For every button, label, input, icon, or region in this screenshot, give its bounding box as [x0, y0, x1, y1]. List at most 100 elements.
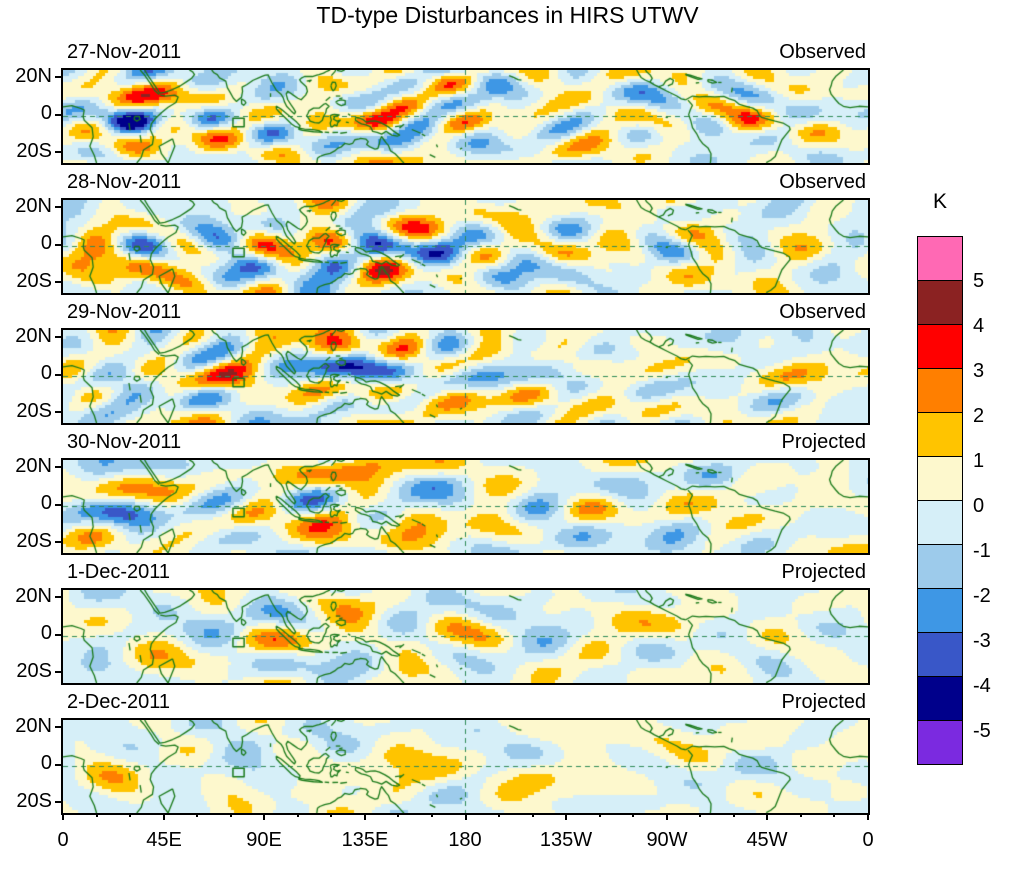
- colorbar-tick: -2: [973, 585, 991, 607]
- colorbar-segment: [917, 720, 963, 765]
- map-panel-2: [61, 198, 870, 295]
- y-tick-20n: 20N: [15, 195, 52, 217]
- colorbar-segment: [917, 500, 963, 545]
- panel-3-date: 29-Nov-2011: [67, 301, 182, 323]
- y-tick-0: 0: [40, 232, 52, 254]
- axis-tick-mark: [129, 813, 132, 817]
- y-tick-20n: 20N: [15, 65, 52, 87]
- colorbar-tick: -5: [973, 720, 991, 742]
- panel-1-status: Observed: [779, 41, 866, 63]
- colorbar-segment: [917, 544, 963, 589]
- axis-tick-mark: [55, 596, 61, 599]
- map-canvas-5: [63, 590, 868, 683]
- map-panel-6: [61, 718, 870, 815]
- colorbar-tick: 1: [973, 450, 985, 472]
- panel-6-status: Projected: [781, 691, 867, 713]
- map-canvas-3: [63, 330, 868, 423]
- colorbar-segment: [917, 632, 963, 677]
- axis-tick-mark: [55, 466, 61, 469]
- colorbar-segment: [917, 588, 963, 633]
- y-tick-20n: 20N: [15, 715, 52, 737]
- axis-tick-mark: [397, 813, 400, 817]
- axis-tick-mark: [55, 633, 61, 636]
- y-tick-20n: 20N: [15, 585, 52, 607]
- axis-tick-mark: [665, 813, 668, 820]
- axis-tick-mark: [55, 336, 61, 339]
- axis-tick-mark: [62, 813, 64, 820]
- colorbar-segment: [917, 412, 963, 457]
- y-tick-20s: 20S: [16, 270, 52, 292]
- axis-tick-mark: [55, 243, 61, 246]
- axis-tick-mark: [632, 813, 635, 817]
- map-panel-5: [61, 588, 870, 685]
- axis-tick-mark: [732, 813, 735, 817]
- axis-tick-mark: [55, 726, 61, 729]
- axis-tick-mark: [464, 813, 467, 820]
- panel-2-date: 28-Nov-2011: [67, 171, 182, 193]
- colorbar-tick: 4: [973, 315, 985, 337]
- axis-tick-mark: [296, 813, 299, 817]
- axis-tick-mark: [498, 813, 501, 817]
- axis-tick-mark: [363, 813, 366, 820]
- y-tick-20s: 20S: [16, 140, 52, 162]
- y-tick-0: 0: [40, 362, 52, 384]
- panel-4-date: 30-Nov-2011: [67, 431, 182, 453]
- panel-4-status: Projected: [781, 431, 867, 453]
- map-panel-3: [61, 328, 870, 425]
- axis-tick-mark: [55, 76, 61, 79]
- y-tick-0: 0: [40, 492, 52, 514]
- axis-tick-mark: [55, 373, 61, 376]
- x-tick-135w: 135W: [539, 829, 593, 851]
- x-tick-90w: 90W: [646, 829, 688, 851]
- axis-tick-mark: [55, 410, 61, 413]
- axis-tick-mark: [95, 813, 98, 817]
- x-tick-45w: 45W: [746, 829, 788, 851]
- axis-tick-mark: [263, 813, 266, 820]
- axis-tick-mark: [598, 813, 601, 817]
- axis-tick-mark: [699, 813, 702, 817]
- colorbar-tick: -4: [973, 675, 991, 697]
- axis-tick-mark: [55, 113, 61, 116]
- colorbar-tick: 5: [973, 270, 985, 292]
- axis-tick-mark: [430, 813, 433, 817]
- axis-tick-mark: [55, 280, 61, 283]
- map-canvas-1: [63, 70, 868, 163]
- x-tick-90e: 90E: [246, 829, 282, 851]
- colorbar-tick: 2: [973, 405, 985, 427]
- axis-tick-mark: [55, 800, 61, 803]
- x-tick-45e: 45E: [146, 829, 182, 851]
- x-tick-180: 180: [448, 829, 482, 851]
- axis-tick-mark: [162, 813, 165, 820]
- colorbar-tick: -1: [973, 540, 991, 562]
- y-tick-20n: 20N: [15, 455, 52, 477]
- panel-1-date: 27-Nov-2011: [67, 41, 182, 63]
- y-tick-20s: 20S: [16, 400, 52, 422]
- axis-tick-mark: [55, 150, 61, 153]
- x-tick-0a: 0: [57, 829, 69, 851]
- axis-tick-mark: [833, 813, 836, 817]
- axis-tick-mark: [55, 670, 61, 673]
- axis-tick-mark: [55, 503, 61, 506]
- map-canvas-2: [63, 200, 868, 293]
- axis-tick-mark: [55, 206, 61, 209]
- x-tick-0b: 0: [862, 829, 874, 851]
- y-tick-20n: 20N: [15, 325, 52, 347]
- colorbar-segment: [917, 456, 963, 501]
- colorbar-segment: [917, 280, 963, 325]
- colorbar-unit-label: K: [932, 190, 947, 213]
- panel-2-status: Observed: [779, 171, 866, 193]
- y-tick-0: 0: [40, 622, 52, 644]
- figure-title: TD-type Disturbances in HIRS UTWV: [316, 2, 699, 28]
- colorbar-tick: 0: [973, 495, 985, 517]
- colorbar-segment: [917, 368, 963, 413]
- colorbar-tick: 3: [973, 360, 985, 382]
- axis-tick-mark: [531, 813, 534, 817]
- axis-tick-mark: [330, 813, 333, 817]
- axis-tick-mark: [55, 540, 61, 543]
- colorbar-segment: [917, 676, 963, 721]
- map-panel-1: [61, 68, 870, 165]
- panel-5-status: Projected: [781, 561, 867, 583]
- y-tick-20s: 20S: [16, 790, 52, 812]
- colorbar: [917, 236, 963, 765]
